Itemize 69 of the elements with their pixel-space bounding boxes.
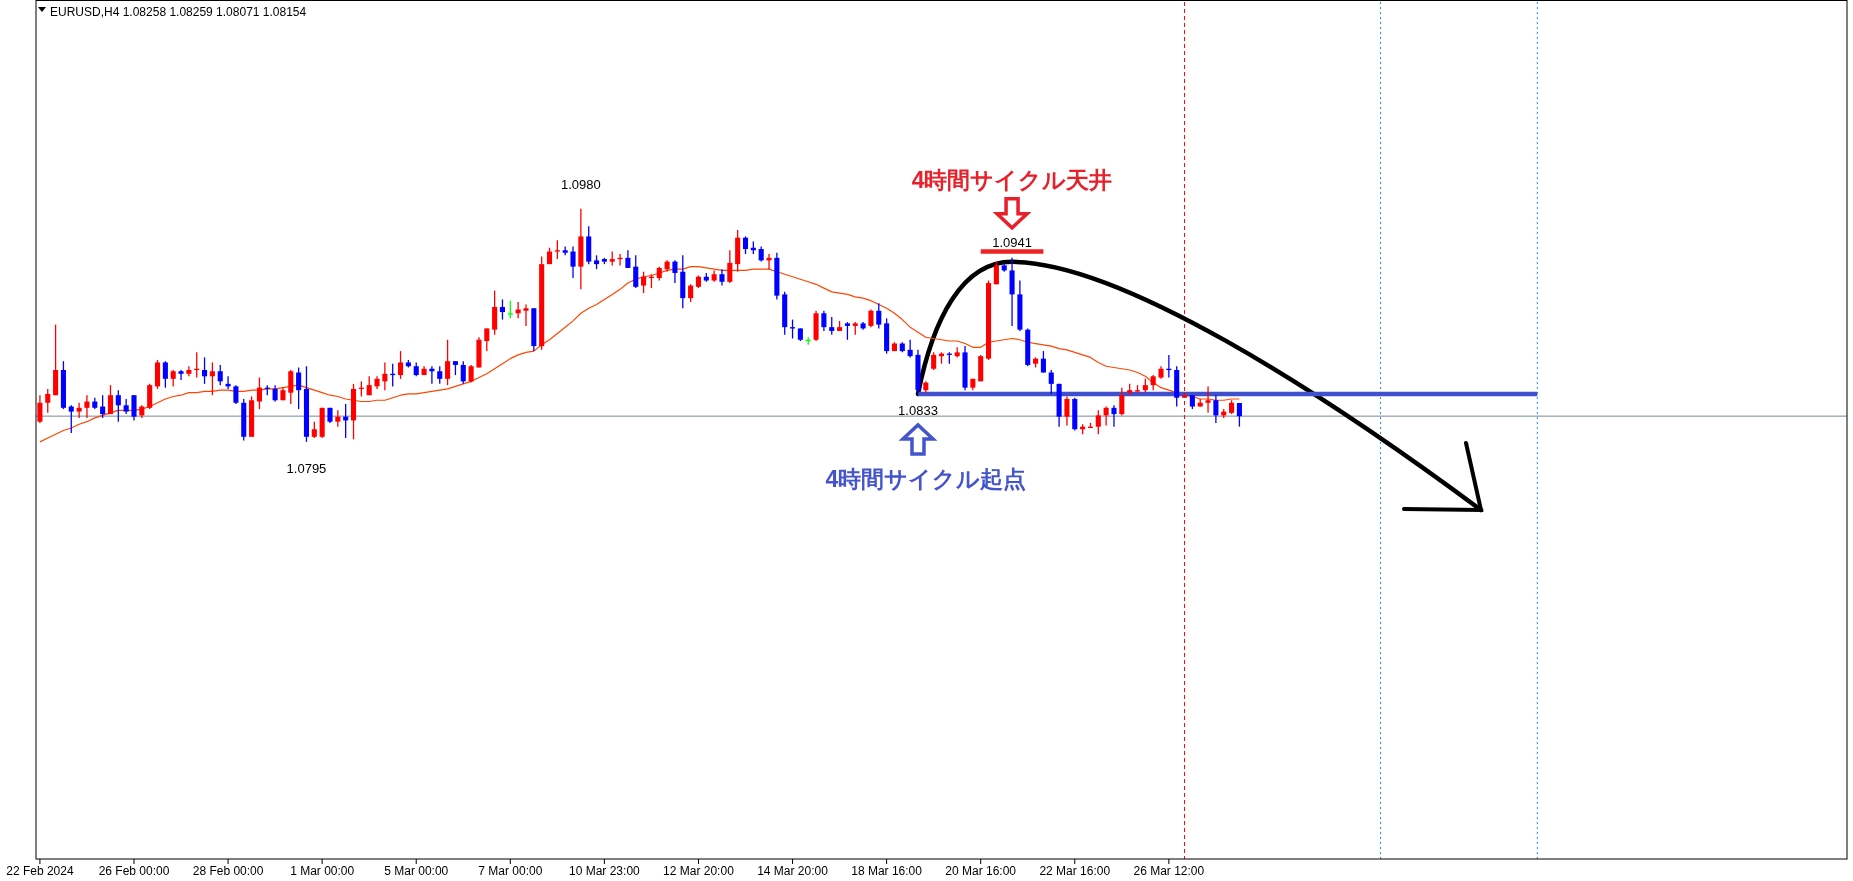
candlestick: [554, 239, 560, 260]
candlestick: [876, 302, 882, 330]
candlestick: [484, 327, 490, 352]
annotation: 1.0833: [898, 402, 938, 418]
candlestick: [186, 365, 192, 377]
candlestick: [1048, 369, 1054, 395]
annotation: 1.0980: [560, 176, 601, 192]
x-tick-label: 20 Mar 16:00: [945, 864, 1017, 878]
x-tick-label: 5 Mar 00:00: [384, 864, 449, 878]
candlestick: [45, 388, 51, 414]
candlestick: [1119, 387, 1125, 417]
candlestick: [1095, 409, 1101, 435]
candlestick: [1064, 395, 1070, 427]
candlestick: [178, 369, 184, 381]
candlestick: [202, 356, 208, 385]
candlestick: [727, 249, 733, 284]
candlestick: [296, 366, 302, 410]
x-tick-label: 7 Mar 00:00: [478, 864, 543, 878]
candlestick: [1205, 385, 1211, 414]
x-tick-label: 18 Mar 16:00: [851, 864, 923, 878]
candlestick: [641, 271, 647, 294]
candlestick: [523, 303, 529, 327]
candlestick: [162, 360, 168, 389]
candlestick: [100, 394, 106, 419]
x-tick-label: 22 Mar 16:00: [1039, 864, 1111, 878]
x-tick-label: 26 Mar 12:00: [1133, 864, 1205, 878]
candlestick: [115, 389, 121, 423]
candlestick: [492, 289, 498, 336]
candlestick: [131, 394, 137, 422]
candlestick: [445, 339, 451, 386]
candlestick: [398, 350, 404, 380]
candlestick: [1103, 405, 1109, 427]
x-tick-label: 14 Mar 20:00: [757, 864, 829, 878]
candlestick: [37, 394, 43, 424]
candlestick: [907, 339, 913, 359]
candlestick: [1213, 394, 1219, 424]
candlestick: [821, 310, 827, 332]
candlestick: [1040, 350, 1046, 374]
candlestick: [68, 404, 74, 434]
candlestick: [256, 376, 262, 410]
candlestick: [107, 384, 114, 415]
annotation: 1.0795: [286, 460, 327, 476]
candlestick: [1111, 404, 1117, 428]
annotation: 1.0941: [992, 234, 1032, 250]
chart-title: EURUSD,H4 1.08258 1.08259 1.08071 1.08154: [50, 5, 307, 19]
candlestick: [233, 384, 239, 405]
x-tick-label: 1 Mar 00:00: [290, 864, 355, 878]
x-tick-label: 10 Mar 23:00: [569, 864, 641, 878]
candlestick: [76, 402, 82, 419]
candlestick: [1009, 257, 1015, 327]
x-tick-label: 12 Mar 20:00: [663, 864, 735, 878]
candlestick: [84, 394, 90, 419]
annotation: 4時間サイクル起点: [825, 465, 1027, 492]
candlestick: [217, 364, 223, 386]
candlestick: [382, 361, 388, 391]
candlestick: [499, 298, 506, 321]
x-tick-label: 22 Feb 2024: [6, 864, 74, 878]
candlestick: [154, 359, 161, 390]
x-tick-label: 26 Feb 00:00: [98, 864, 170, 878]
candlestick: [288, 369, 294, 405]
candlestick: [766, 253, 772, 270]
x-tick-label: 28 Feb 00:00: [192, 864, 264, 878]
candlestick: [209, 361, 215, 396]
candlestick: [672, 259, 678, 284]
candlestick: [460, 360, 466, 385]
annotation: 4時間サイクル天井: [911, 166, 1113, 193]
candlestick: [633, 254, 639, 289]
candlestick: [147, 383, 153, 410]
candlestick: [570, 245, 576, 279]
